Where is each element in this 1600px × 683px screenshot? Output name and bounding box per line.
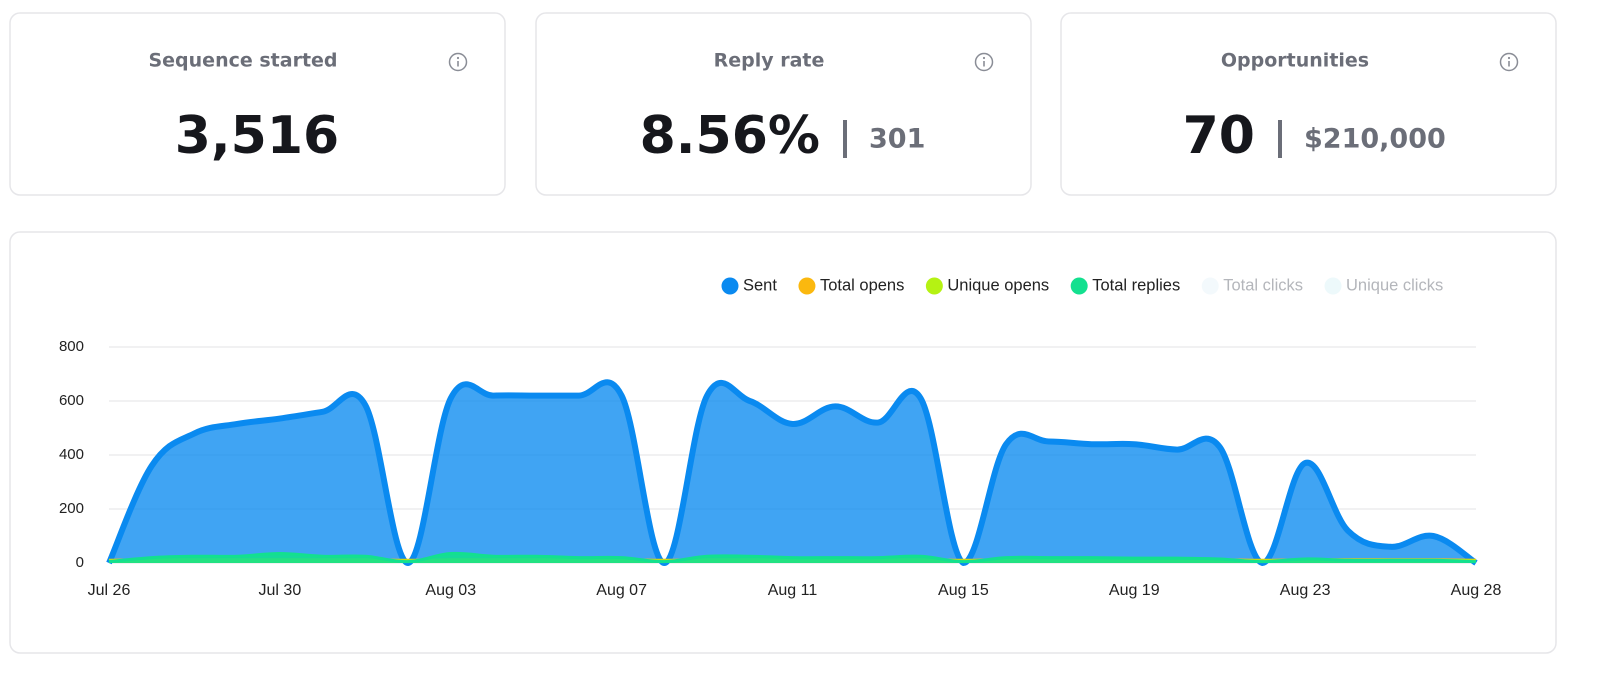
legend-swatch (721, 277, 739, 295)
info-circle (448, 52, 468, 72)
info-circle (1499, 52, 1519, 72)
card (1060, 12, 1557, 196)
y-tick-label: 0 (76, 554, 84, 571)
card-secondary: $210,000 (1304, 124, 1446, 155)
x-tick-label: Aug 23 (1280, 582, 1331, 599)
legend-label: Sent (743, 276, 777, 294)
card-secondary: 301 (869, 124, 925, 155)
info-dot (982, 56, 986, 60)
x-tick-label: Aug 19 (1109, 582, 1160, 599)
y-tick-label: 400 (59, 446, 84, 463)
chart: 0 200 400 600 800 Jul 26 Jul 30 Aug 03 Aug 07 Aug… (59, 276, 1501, 599)
legend-swatch (798, 277, 816, 295)
legend-label: Total replies (1092, 276, 1180, 294)
info-icons (448, 52, 1519, 72)
y-tick-label: 200 (59, 500, 84, 517)
card (9, 12, 506, 196)
card-title: Sequence started (148, 50, 337, 72)
legend-swatch (1201, 277, 1219, 295)
card-title: Reply rate (714, 50, 825, 72)
x-tick-label: Aug 15 (938, 582, 989, 599)
x-tick-label: Aug 03 (425, 582, 476, 599)
info-circle (974, 52, 994, 72)
legend-label: Unique clicks (1346, 276, 1443, 294)
info-dot (456, 56, 460, 60)
x-tick-label: Aug 07 (596, 582, 647, 599)
info-dot (1507, 56, 1511, 60)
x-tick-label: Aug 28 (1451, 582, 1502, 599)
area-line (106, 379, 1478, 566)
legend-swatch (925, 277, 943, 295)
x-tick-label: Jul 30 (259, 582, 302, 599)
legend-label: Total clicks (1223, 276, 1303, 294)
x-tick-label: Jul 26 (88, 582, 131, 599)
legend-swatch (1324, 277, 1342, 295)
card-value: 8.56% (640, 106, 820, 166)
y-tick-label: 800 (59, 338, 84, 355)
area-line (108, 551, 1477, 564)
divider (843, 120, 847, 158)
legend-label: Unique opens (947, 276, 1049, 294)
legend-label: Total opens (820, 276, 904, 294)
divider (1278, 120, 1282, 158)
area-fill (109, 382, 1476, 563)
card-value: 3,516 (175, 106, 339, 166)
x-tick-label: Aug 11 (768, 582, 818, 599)
card (535, 12, 1032, 196)
y-tick-label: 600 (59, 392, 84, 409)
card-value: 70 (1183, 106, 1255, 166)
legend-swatch (1070, 277, 1088, 295)
card-title: Opportunities (1221, 50, 1369, 72)
